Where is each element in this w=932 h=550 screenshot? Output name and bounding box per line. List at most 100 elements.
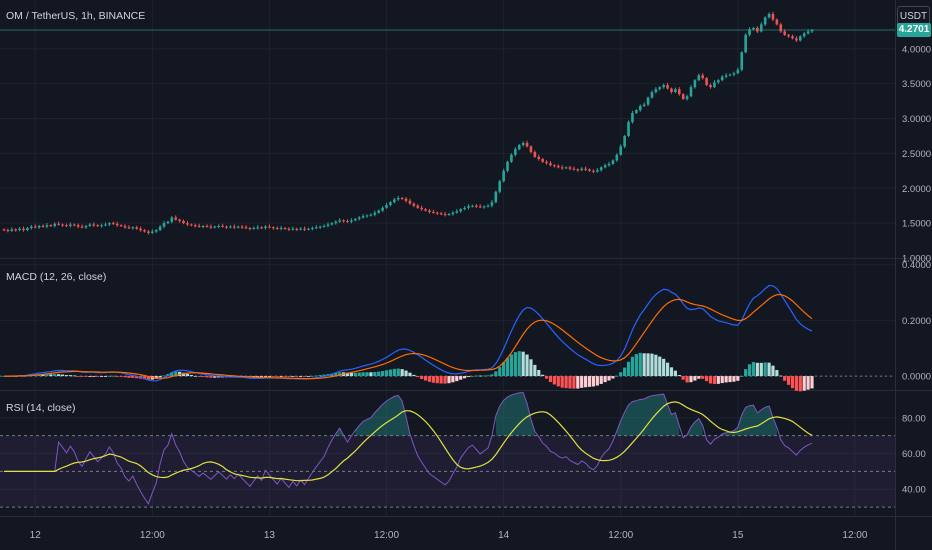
macd-histogram-bar [564,376,568,389]
macd-histogram-bar [697,376,701,379]
candle-body [314,227,318,229]
macd-histogram-bar [462,376,467,379]
candle-body [307,228,310,230]
macd-histogram-bar [115,376,119,377]
price-axis-label: 2.0000 [902,184,931,195]
candle-body [135,227,139,229]
candle-body [478,206,482,208]
candle-body [6,230,10,232]
macd-histogram-bar [747,364,752,377]
candle-body [357,217,361,219]
macd-histogram-bar [576,376,580,389]
rsi-line [4,391,813,505]
candle-body [170,217,174,222]
macd-histogram-bar [673,370,677,377]
macd-histogram-bar [529,359,533,377]
macd-histogram-bar [705,376,709,382]
macd-histogram-bar [568,376,572,389]
macd-histogram-bar [689,376,693,383]
candle-body [361,216,365,218]
candle-body [627,122,630,136]
candle-body [158,226,162,231]
candle-body [506,161,509,171]
candle-body [283,228,287,230]
candle-body [560,167,564,169]
candle-body [96,225,99,227]
candle-body [193,225,197,227]
macd-histogram-bar [802,376,806,391]
macd-pane-title: MACD (12, 26, close) [6,271,107,283]
macd-histogram-bar [53,374,57,377]
macd-histogram-bar [291,376,295,377]
candle-body [592,170,595,172]
macd-histogram-bar [162,375,166,377]
price-axis-label: 1.5000 [902,219,931,230]
candle-body [10,229,14,231]
macd-histogram-bar [174,371,178,377]
macd-histogram-bar [630,356,635,377]
candle-body [502,170,505,182]
candle-body [76,225,80,227]
macd-histogram-bar [634,354,638,377]
macd-histogram-bar [466,376,471,377]
macd-histogram-bar [205,376,209,378]
macd-histogram-bar [779,375,783,377]
candle-body [108,223,111,225]
candle-body [771,13,775,20]
macd-histogram-bar [260,376,264,377]
candle-body [736,69,740,74]
candle-body [697,75,701,81]
candle-body [638,105,642,111]
time-axis-label: 12:00 [140,530,165,541]
macd-histogram-bar [334,372,338,377]
candle-body [459,209,462,212]
time-axis-label: 12:00 [374,530,399,541]
macd-histogram-bar [728,376,732,383]
macd-histogram-bar [556,376,560,387]
candle-body [229,226,232,228]
candle-body [439,213,443,215]
price-axis-label: 3.0000 [902,114,931,125]
macd-histogram-bar [279,376,283,377]
candle-body [49,225,53,227]
candle-body [451,212,455,215]
macd-histogram-bar [654,354,658,377]
candle-body [111,223,115,225]
price-axis-label: 2.5000 [902,149,931,160]
macd-histogram-bar [99,376,104,377]
candle-body [752,27,755,30]
macd-histogram-bar [505,357,510,377]
candle-body [354,218,357,221]
candle-body [693,80,697,88]
candle-body [26,228,29,231]
candle-body [186,223,189,225]
candle-body [232,226,236,228]
candle-body [572,168,576,170]
candle-body [162,223,166,227]
price-axis-label: 4.0000 [902,44,931,55]
candle-body [104,224,107,226]
candle-body [225,226,228,228]
candle-body [763,17,767,25]
candle-body [381,207,384,211]
candle-body [744,34,747,53]
candle-body [564,167,568,169]
macd-histogram-bar [685,376,689,383]
macd-histogram-bar [525,354,529,377]
candle-body [787,34,790,37]
candle-body [182,221,185,224]
macd-histogram-bar [459,376,463,380]
candle-body [580,168,584,171]
macd-histogram-bar [338,372,342,377]
candle-body [400,198,404,200]
candle-body [545,161,548,164]
macd-histogram-bar [544,376,549,379]
candle-body [510,154,513,162]
macd-histogram-bar [806,376,810,390]
candle-body [447,214,451,216]
candle-body [806,31,810,34]
candle-body [80,226,84,228]
macd-histogram-bar [361,372,365,377]
candle-body [607,163,611,166]
